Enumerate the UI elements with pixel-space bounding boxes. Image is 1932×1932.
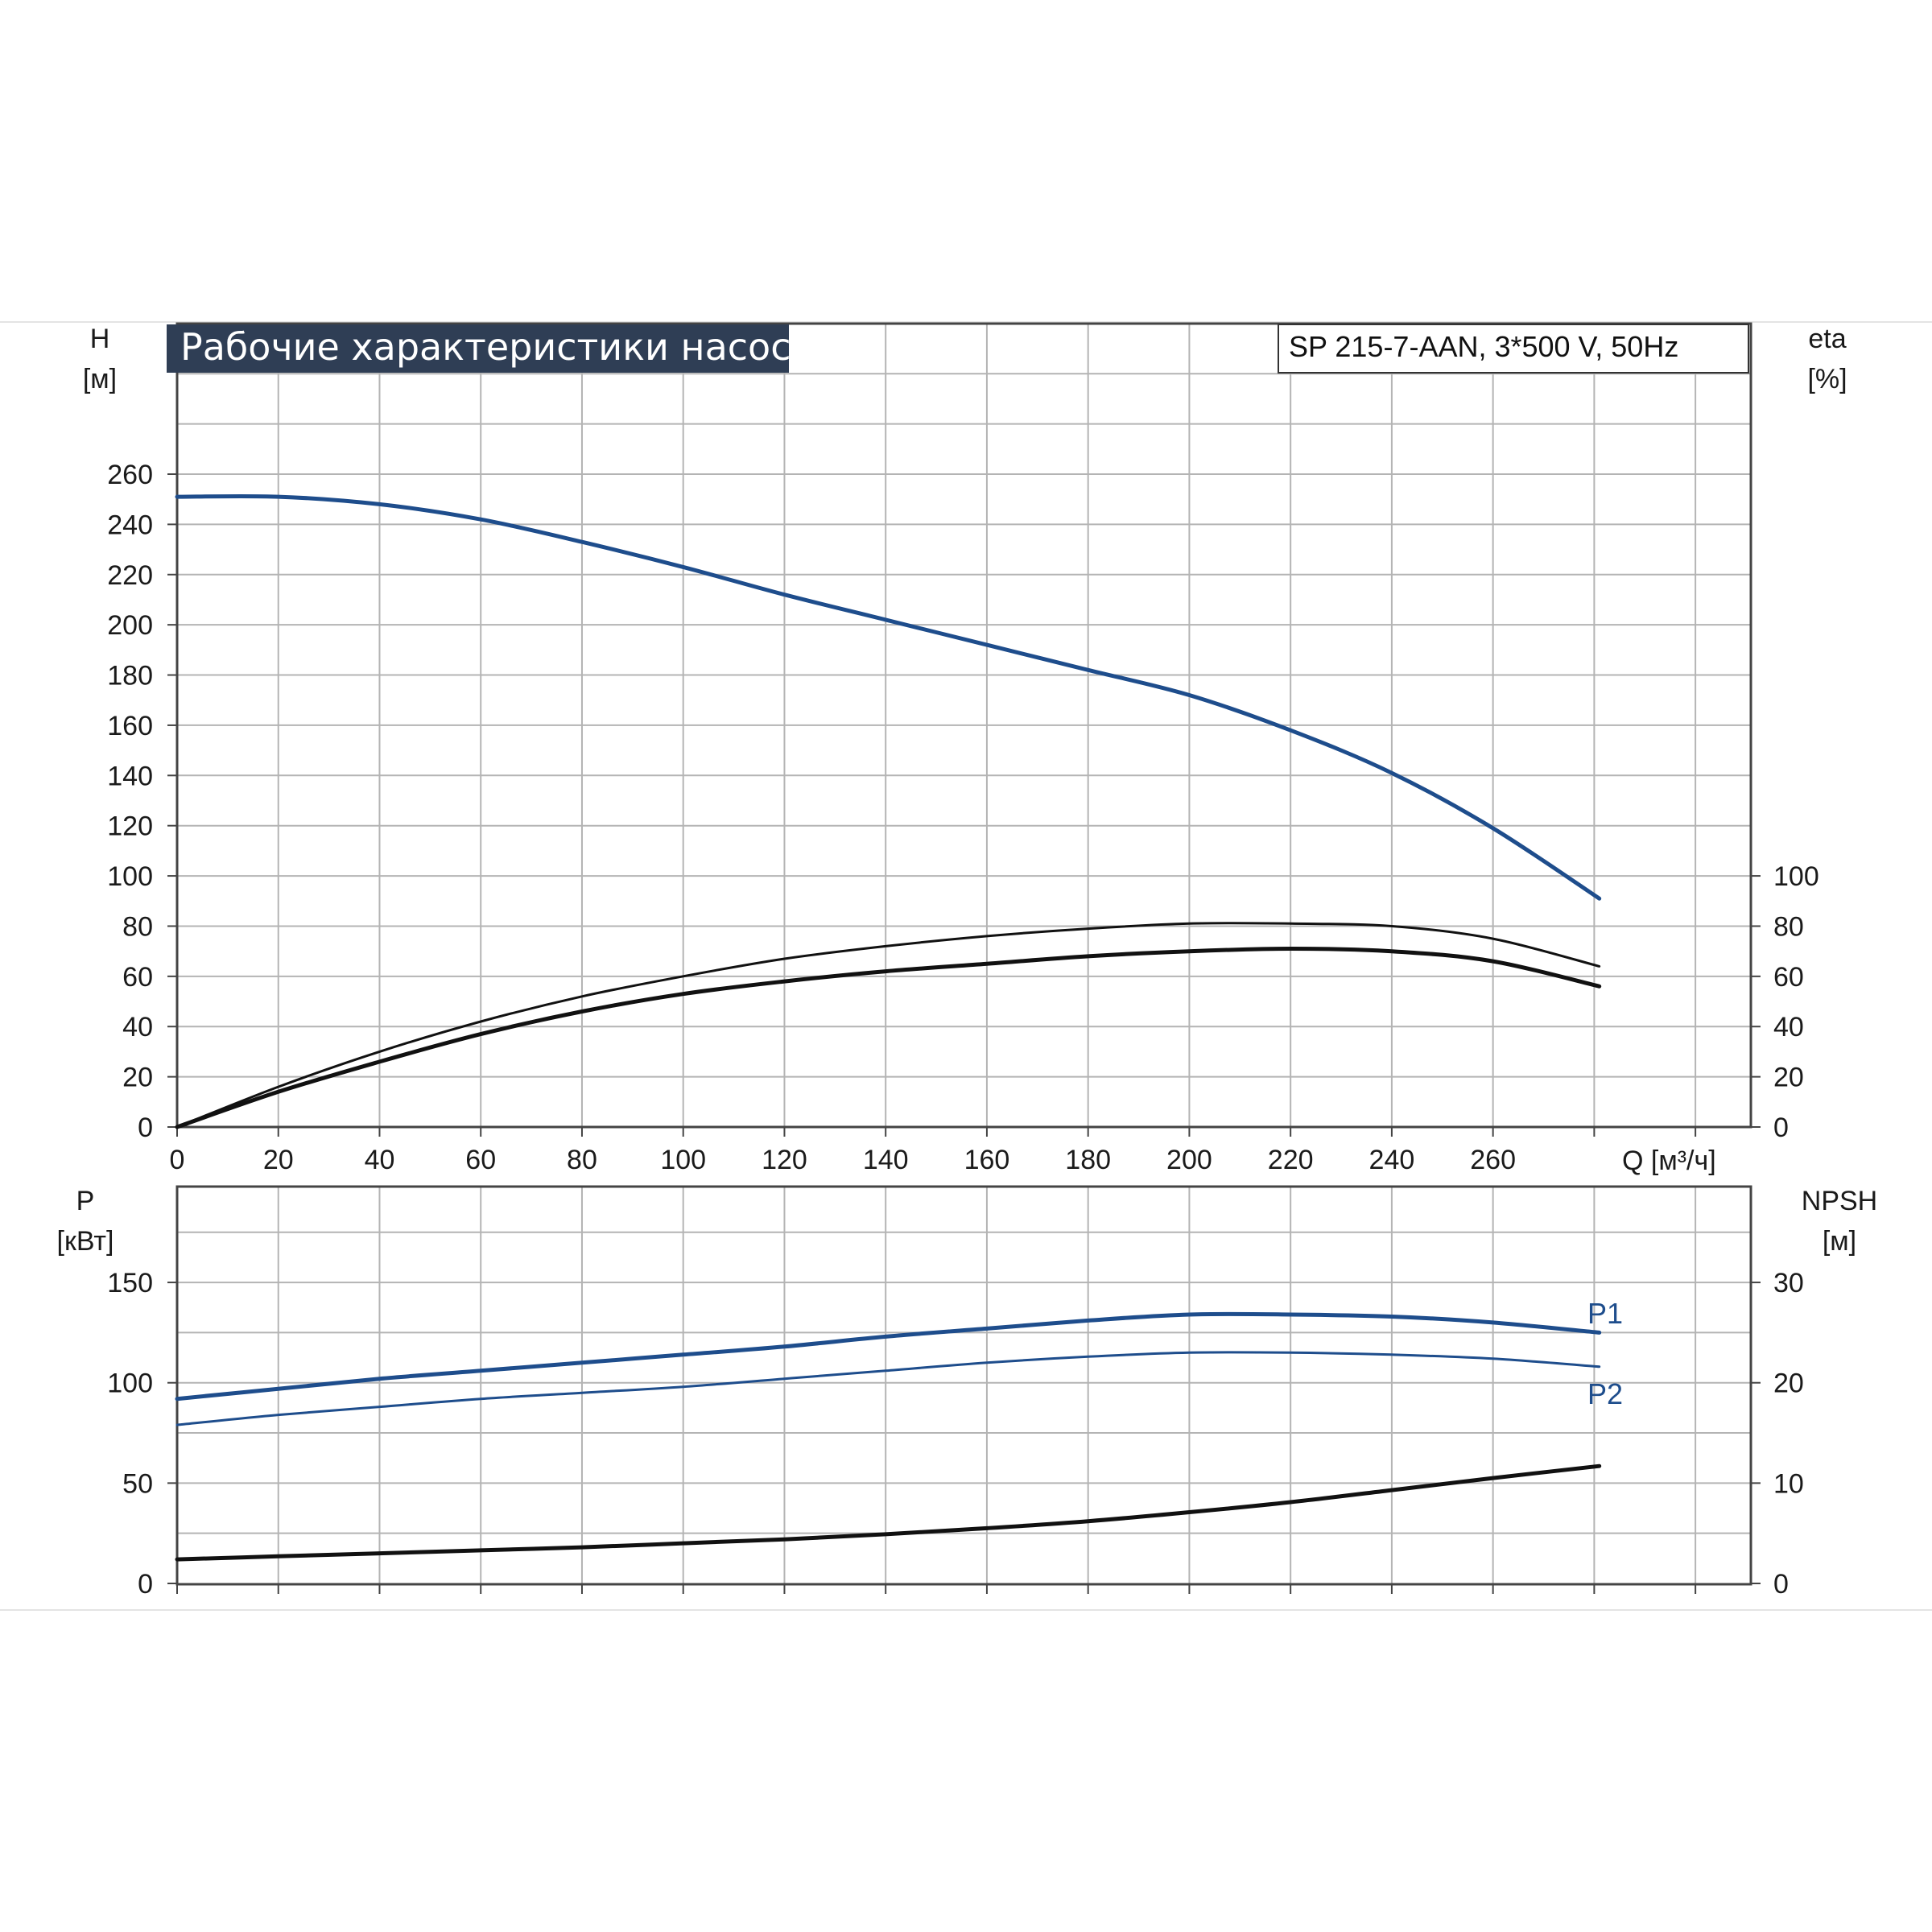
- model-box: [1278, 324, 1749, 374]
- x-tick-label: 260: [1470, 1145, 1516, 1175]
- x-tick-label: 140: [863, 1145, 909, 1175]
- x-tick-label: 80: [567, 1145, 597, 1175]
- x-tick-label: 0: [170, 1145, 185, 1175]
- y-left-unit-top: [м]: [83, 364, 117, 394]
- y-right-tick-label: 80: [1773, 911, 1804, 942]
- y-right-unit-bottom: [м]: [1823, 1226, 1856, 1257]
- x-axis-label: Q [м³/ч]: [1622, 1146, 1716, 1176]
- y-left-tick-label: 200: [107, 610, 153, 641]
- y-right-tick-label: 20: [1773, 1063, 1804, 1093]
- y-left-tick-label: 80: [122, 911, 153, 942]
- y-left-unit-bottom: [кВт]: [57, 1226, 114, 1257]
- x-tick-label: 100: [660, 1145, 706, 1175]
- x-tick-label: 180: [1065, 1145, 1111, 1175]
- x-tick-label: 40: [365, 1145, 395, 1175]
- y-right-tick-label: 30: [1773, 1268, 1804, 1298]
- y-left-tick-label: 160: [107, 711, 153, 741]
- y-left-tick-label: 260: [107, 460, 153, 490]
- y-left-tick-label: 50: [122, 1468, 153, 1499]
- y-left-tick-label: 120: [107, 811, 153, 842]
- series-line-h: [175, 493, 1602, 901]
- chart-title: Рабочие характеристики насоса: [180, 325, 814, 369]
- x-tick-label: 200: [1166, 1145, 1212, 1175]
- y-right-tick-label: 60: [1773, 962, 1804, 993]
- y-right-label-top: eta: [1808, 324, 1846, 354]
- y-right-tick-label: 100: [1773, 861, 1819, 892]
- y-right-unit-top: [%]: [1807, 364, 1847, 394]
- y-left-tick-label: 0: [138, 1113, 153, 1143]
- x-tick-label: 160: [964, 1145, 1010, 1175]
- y-right-tick-label: 0: [1773, 1569, 1789, 1600]
- y-left-tick-label: 20: [122, 1063, 153, 1093]
- y-left-tick-label: 40: [122, 1012, 153, 1042]
- x-tick-label: 120: [762, 1145, 807, 1175]
- x-tick-label: 220: [1268, 1145, 1314, 1175]
- series-line-p2: [175, 1351, 1601, 1426]
- y-left-tick-label: 140: [107, 761, 153, 791]
- series-line-npsh: [175, 1463, 1602, 1562]
- series-line-p1: [175, 1311, 1602, 1402]
- y-left-label-bottom: P: [76, 1186, 95, 1216]
- series-label-p1: P1: [1587, 1297, 1623, 1330]
- y-left-tick-label: 180: [107, 661, 153, 691]
- y-left-label-top: H: [90, 324, 110, 354]
- x-tick-label: 60: [465, 1145, 496, 1175]
- title-background: [167, 324, 789, 373]
- y-left-tick-label: 240: [107, 510, 153, 540]
- y-left-tick-label: 100: [107, 861, 153, 892]
- y-left-tick-label: 220: [107, 560, 153, 591]
- plot-frame: [175, 1185, 1752, 1586]
- model-label: SP 215-7-AAN, 3*500 V, 50Hz: [1289, 330, 1678, 363]
- y-right-tick-label: 20: [1773, 1368, 1804, 1399]
- x-tick-label: 240: [1369, 1145, 1415, 1175]
- y-right-label-bottom: NPSH: [1802, 1186, 1877, 1216]
- y-left-tick-label: 100: [107, 1368, 153, 1399]
- series-label-p2: P2: [1587, 1377, 1623, 1410]
- y-right-tick-label: 0: [1773, 1113, 1789, 1143]
- series-line-eta_lower: [175, 947, 1602, 1129]
- x-tick-label: 20: [263, 1145, 294, 1175]
- series-line-eta_upper: [175, 922, 1601, 1129]
- y-left-tick-label: 60: [122, 962, 153, 993]
- y-right-tick-label: 40: [1773, 1012, 1804, 1042]
- y-right-tick-label: 10: [1773, 1468, 1804, 1499]
- y-left-tick-label: 150: [107, 1268, 153, 1298]
- y-left-tick-label: 0: [138, 1569, 153, 1600]
